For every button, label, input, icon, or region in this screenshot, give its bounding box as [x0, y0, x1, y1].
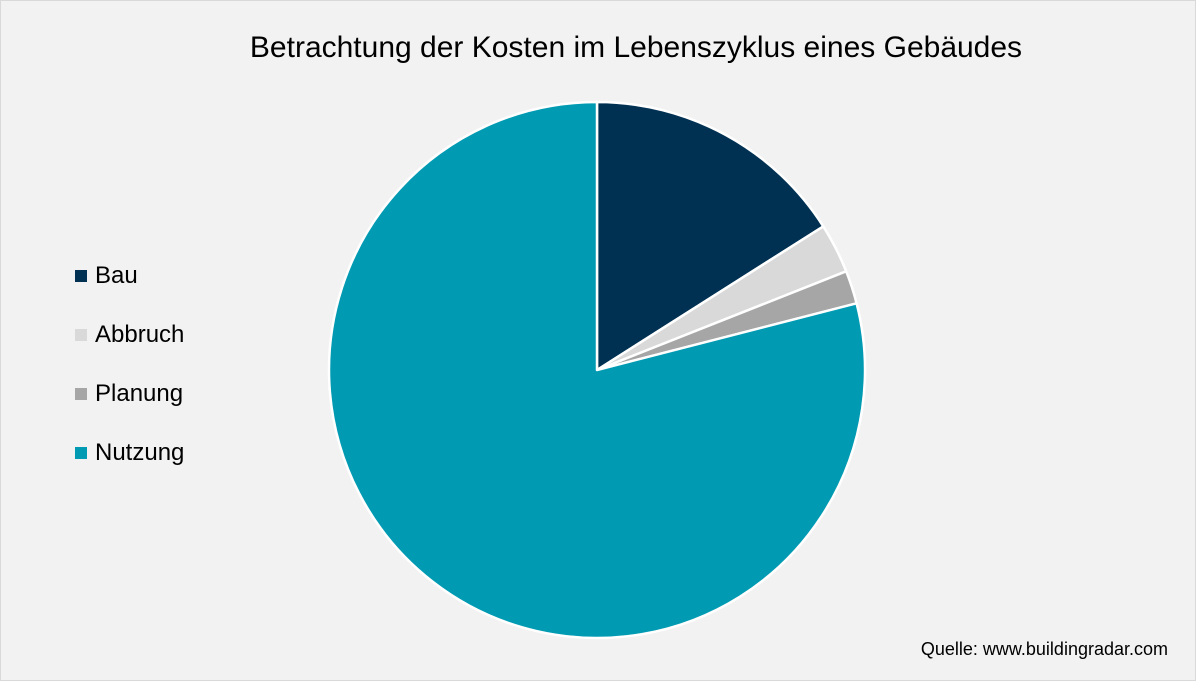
source-note: Quelle: www.buildingradar.com [920, 639, 1168, 659]
legend-item-abbruch: Abbruch [75, 305, 184, 364]
pie-slice-nutzung [327, 100, 867, 640]
pie-slice-bau [595, 100, 825, 372]
legend-item-planung: Planung [75, 364, 184, 423]
legend-label-bau: Bau [95, 261, 138, 289]
legend-item-nutzung: Nutzung [75, 423, 184, 482]
legend-item-bau: Bau [75, 246, 184, 305]
legend-swatch-nutzung [75, 446, 87, 459]
chart-title: Betrachtung der Kosten im Lebenszyklus e… [249, 31, 1023, 64]
legend-swatch-planung [75, 387, 87, 400]
legend: Bau Abbruch Planung Nutzung [75, 246, 184, 482]
legend-label-nutzung: Nutzung [95, 438, 185, 466]
legend-swatch-bau [75, 269, 87, 282]
legend-label-abbruch: Abbruch [95, 320, 185, 348]
legend-swatch-abbruch [75, 328, 87, 341]
legend-label-planung: Planung [95, 379, 184, 407]
